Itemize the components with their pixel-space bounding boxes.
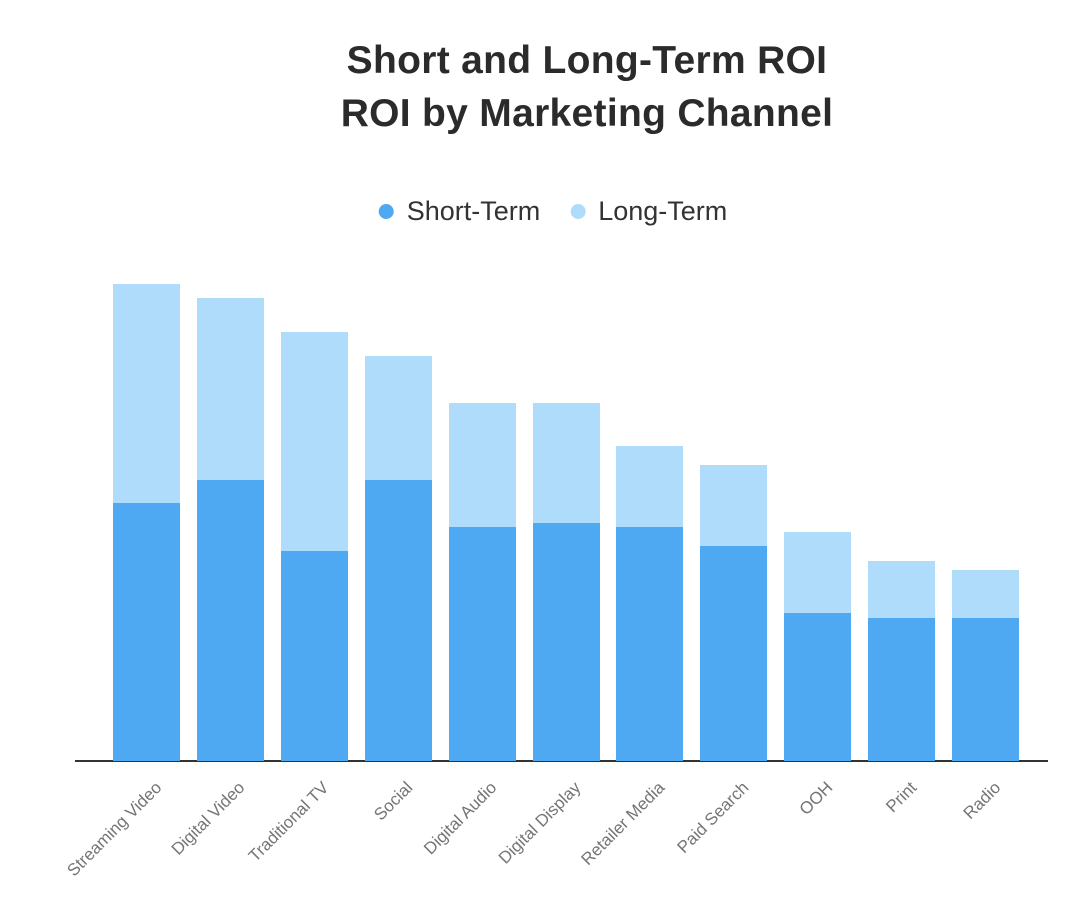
chart-title: Short and Long-Term ROI ROI by Marketing… xyxy=(237,34,937,140)
bar-print-long-term-segment[interactable] xyxy=(868,560,936,618)
bar-social-long-term-segment[interactable] xyxy=(364,355,432,480)
chart-title-line1: Short and Long-Term ROI xyxy=(346,39,828,82)
bar-digital-display-short-term-segment[interactable] xyxy=(532,522,600,761)
bar-streaming-video-long-term-segment[interactable] xyxy=(113,284,180,504)
bar-retailer-media-long-term-segment[interactable] xyxy=(616,446,684,528)
bar-social[interactable] xyxy=(364,355,432,761)
plot-area: Streaming Video Digital Video Traditional … xyxy=(63,270,1048,880)
bar-traditional-tv[interactable] xyxy=(280,331,348,761)
long-term-dot-icon xyxy=(570,204,586,219)
legend-item-short-term[interactable]: Short-Term xyxy=(378,196,541,227)
bar-radio-short-term-segment[interactable] xyxy=(952,617,1019,761)
bar-paid-search-long-term-segment[interactable] xyxy=(700,465,768,547)
x-axis-line xyxy=(75,760,1048,762)
bar-print[interactable] xyxy=(868,560,936,761)
bar-retailer-media-short-term-segment[interactable] xyxy=(616,527,684,761)
bar-print-short-term-segment[interactable] xyxy=(868,617,936,761)
short-term-dot-icon xyxy=(378,204,394,219)
bar-paid-search-short-term-segment[interactable] xyxy=(700,546,768,761)
bar-digital-display[interactable] xyxy=(532,403,600,761)
bar-streaming-video-short-term-segment[interactable] xyxy=(113,503,180,761)
bar-ooh-short-term-segment[interactable] xyxy=(784,613,852,761)
bar-traditional-tv-long-term-segment[interactable] xyxy=(280,331,348,552)
bar-social-short-term-segment[interactable] xyxy=(364,479,432,761)
bar-paid-search[interactable] xyxy=(700,465,768,761)
bar-digital-audio-short-term-segment[interactable] xyxy=(448,527,516,761)
bar-radio-long-term-segment[interactable] xyxy=(952,570,1019,618)
bar-digital-display-long-term-segment[interactable] xyxy=(532,403,600,523)
legend-item-long-term[interactable]: Long-Term xyxy=(570,196,727,227)
legend-label-long-term: Long-Term xyxy=(598,196,728,226)
legend: Short-Term Long-Term xyxy=(378,196,727,227)
bar-traditional-tv-short-term-segment[interactable] xyxy=(280,551,348,761)
bar-radio[interactable] xyxy=(952,570,1019,761)
bar-digital-video[interactable] xyxy=(196,298,264,761)
chart-title-line2: ROI by Marketing Channel xyxy=(340,92,834,135)
legend-label-short-term: Short-Term xyxy=(406,196,541,226)
bar-ooh[interactable] xyxy=(784,532,852,761)
bar-retailer-media[interactable] xyxy=(616,446,684,761)
bar-digital-video-long-term-segment[interactable] xyxy=(196,298,264,480)
bar-digital-video-short-term-segment[interactable] xyxy=(196,479,264,761)
bar-ooh-long-term-segment[interactable] xyxy=(784,532,852,614)
bar-digital-audio-long-term-segment[interactable] xyxy=(448,403,516,528)
bar-streaming-video[interactable] xyxy=(113,284,180,761)
bar-digital-audio[interactable] xyxy=(448,403,516,761)
